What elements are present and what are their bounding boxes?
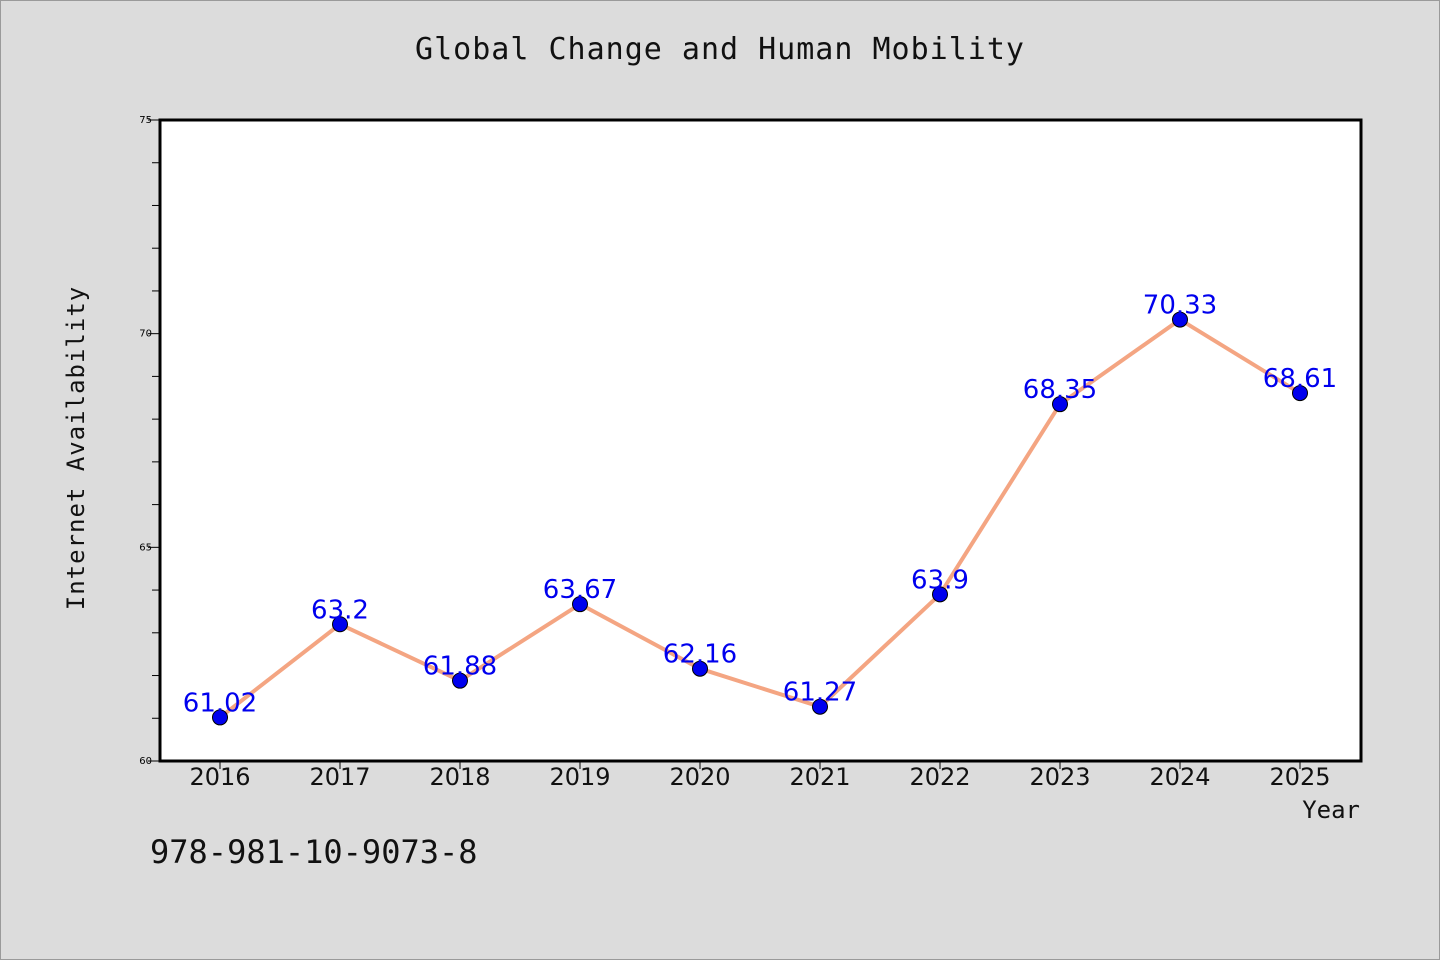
y-tick-label: 70 <box>139 329 152 340</box>
data-label: 61.27 <box>783 678 857 708</box>
data-label: 61.88 <box>423 652 497 682</box>
isbn-text: 978-981-10-9073-8 <box>150 833 478 871</box>
plot-area <box>158 118 1363 763</box>
x-axis-label: Year <box>1302 796 1360 824</box>
data-label: 68.35 <box>1023 375 1097 405</box>
data-label: 62.16 <box>663 640 737 670</box>
data-label: 68.61 <box>1263 364 1337 394</box>
data-point <box>212 709 228 726</box>
x-tick-label: 2016 <box>189 763 250 791</box>
x-tick-label: 2025 <box>1269 763 1330 791</box>
chart-title: Global Change and Human Mobility <box>415 32 1025 67</box>
data-label: 70.33 <box>1143 291 1217 321</box>
x-tick-label: 2019 <box>549 763 610 791</box>
data-point <box>1052 396 1068 413</box>
data-label: 63.2 <box>311 595 369 625</box>
x-tick-label: 2024 <box>1149 763 1210 791</box>
data-point <box>572 596 588 613</box>
data-point <box>452 672 468 689</box>
x-tick-label: 2018 <box>429 763 490 791</box>
x-tick-label: 2022 <box>909 763 970 791</box>
data-point <box>1172 311 1188 328</box>
data-point <box>332 616 348 633</box>
data-point <box>1292 385 1308 402</box>
x-tick-label: 2021 <box>789 763 850 791</box>
data-point <box>692 660 708 677</box>
x-tick-label: 2020 <box>669 763 730 791</box>
y-tick-label: 75 <box>139 115 152 126</box>
data-label: 63.9 <box>911 565 969 595</box>
data-point <box>812 698 828 715</box>
data-label: 63.67 <box>543 575 617 605</box>
y-tick-label: 60 <box>139 756 152 767</box>
x-tick-label: 2017 <box>309 763 370 791</box>
series-line <box>218 317 1302 720</box>
x-tick-label: 2023 <box>1029 763 1090 791</box>
data-label: 61.02 <box>183 688 257 718</box>
data-point <box>932 586 948 603</box>
y-tick-label: 65 <box>139 542 152 553</box>
